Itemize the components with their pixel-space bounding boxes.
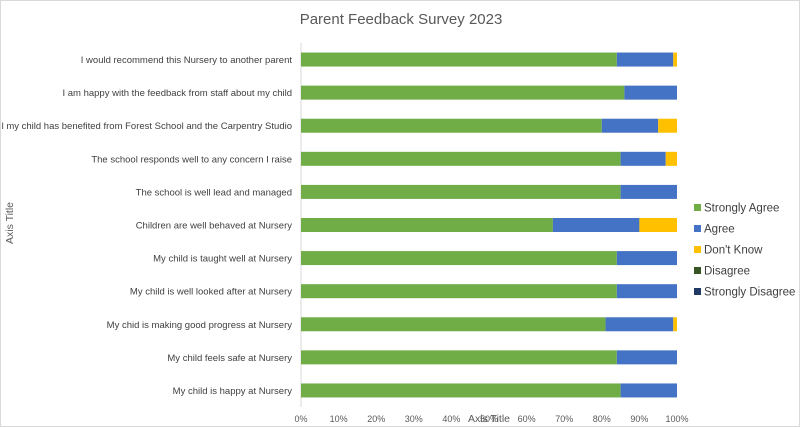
x-axis-title: Axis Title (468, 413, 510, 425)
category-label: My child is taught well at Nursery (153, 254, 292, 265)
bar-segment (301, 118, 602, 133)
bar-segment (624, 85, 677, 100)
y-axis-title: Axis Title (4, 202, 16, 244)
bar-segment (301, 85, 625, 100)
legend-label: Strongly Disagree (704, 287, 795, 299)
bar-segment (301, 251, 617, 266)
bar-segment (301, 52, 617, 67)
bar-segment (301, 184, 621, 199)
bar-segment (552, 218, 640, 232)
x-tick-label: 50% (480, 414, 498, 424)
legend-label: Don't Know (704, 245, 763, 257)
category-label: The school is well lead and managed (136, 187, 292, 198)
category-label: Children are well behaved at Nursery (136, 221, 293, 232)
category-label: I am happy with the feedback from staff … (62, 88, 292, 99)
category-label: My child feels safe at Nursery (167, 353, 292, 364)
x-tick-label: 10% (330, 414, 348, 424)
bar-segment (605, 317, 674, 332)
category-label: I would recommend this Nursery to anothe… (81, 55, 293, 66)
x-tick-label: 60% (518, 414, 536, 424)
bar-segment (673, 52, 677, 67)
bar-segment (665, 151, 677, 166)
category-label: My child is happy at Nursery (173, 386, 293, 397)
bar-segment (601, 118, 659, 133)
bar-segment (616, 52, 674, 67)
legend-label: Strongly Agree (704, 203, 779, 215)
bar-segment (616, 350, 677, 365)
x-tick-label: 30% (405, 414, 423, 424)
x-tick-label: 20% (367, 414, 385, 424)
legend-swatch (694, 225, 701, 232)
legend-label: Agree (704, 224, 735, 236)
x-tick-label: 70% (555, 414, 573, 424)
chart-title: Parent Feedback Survey 2023 (300, 11, 503, 28)
x-tick-label: 40% (442, 414, 460, 424)
bar-segment (639, 218, 677, 232)
x-tick-label: 90% (630, 414, 648, 424)
legend: Strongly Agree Agree Don't Know Disagree Str… (694, 203, 795, 299)
bar-segment (301, 218, 553, 232)
bar-segment (673, 317, 677, 332)
legend-swatch (694, 267, 701, 274)
category-label: My chid is making good progress at Nurse… (107, 320, 293, 331)
plot-area: 0% 10% 20% 30% 40% 50% 60% 70% 80% 90% 100% I would… (1, 43, 689, 424)
bar-segment (301, 151, 621, 166)
legend-label: Disagree (704, 266, 750, 278)
bar-segment (616, 284, 677, 299)
bar-segment (301, 350, 617, 365)
bar-segment (301, 383, 621, 398)
legend-swatch (694, 246, 701, 253)
bar-segment (616, 251, 677, 266)
bar-segment (620, 383, 677, 398)
bar-segment (620, 151, 666, 166)
bar-segment (658, 118, 677, 133)
bar-segment (301, 317, 606, 332)
x-tick-label: 100% (665, 414, 688, 424)
x-tick-label: 80% (593, 414, 611, 424)
x-tick-label: 0% (294, 414, 307, 424)
bar-segment (301, 284, 617, 299)
category-label: I feel my child has benefited from Fores… (1, 121, 292, 132)
category-label: The school responds well to any concern … (91, 154, 292, 165)
category-label: My child is well looked after at Nursery (130, 287, 292, 298)
bar-segment (620, 184, 677, 199)
legend-swatch (694, 288, 701, 295)
legend-swatch (694, 204, 701, 211)
